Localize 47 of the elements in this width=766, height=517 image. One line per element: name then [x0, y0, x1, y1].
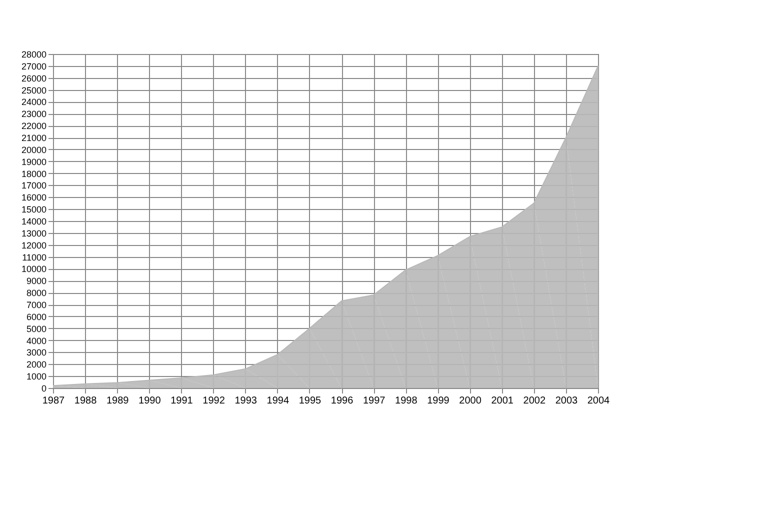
y-tick-label: 22000	[21, 121, 46, 132]
y-tick-label: 26000	[21, 73, 46, 84]
x-tick-label: 1988	[74, 396, 98, 406]
y-tick-label: 5000	[26, 324, 46, 334]
y-tick-label: 23000	[21, 109, 46, 120]
y-tick-label: 3000	[26, 348, 46, 358]
x-tick-label: 1994	[266, 396, 290, 406]
y-tick-label: 7000	[26, 300, 46, 310]
y-tick-label: 24000	[21, 97, 46, 108]
x-tick-label: 1991	[170, 396, 194, 406]
x-tick-label: 2001	[491, 396, 514, 406]
y-tick-label: 27000	[21, 61, 46, 72]
y-tick-label: 9000	[26, 276, 46, 286]
y-tick-label: 14000	[21, 216, 46, 226]
x-tick-label: 2002	[523, 396, 546, 406]
x-tick-label: 1990	[138, 396, 162, 406]
y-tick-label: 2000	[26, 360, 46, 370]
x-tick-label: 1997	[362, 396, 386, 406]
y-tick-label: 20000	[21, 144, 46, 155]
x-tick-label: 2003	[555, 396, 578, 406]
y-tick-label: 15000	[21, 204, 46, 215]
x-tick-label: 2000	[459, 396, 482, 406]
x-tick-label: 1999	[427, 396, 450, 406]
y-tick-label: 12000	[21, 240, 46, 250]
y-tick-label: 0	[41, 384, 46, 394]
x-tick-label: 1993	[234, 396, 258, 406]
x-tick-label: 1998	[395, 396, 418, 406]
y-tick-label: 19000	[21, 156, 46, 167]
y-tick-label: 17000	[21, 180, 46, 191]
y-tick-label: 6000	[26, 312, 46, 322]
y-tick-label: 11000	[22, 252, 46, 262]
y-tick-label: 16000	[21, 192, 46, 203]
y-tick-label: 8000	[26, 288, 46, 298]
y-tick-label: 4000	[26, 336, 46, 346]
y-tick-label: 13000	[21, 228, 46, 238]
y-tick-label: 25000	[21, 85, 46, 96]
x-tick-label: 2004	[587, 396, 610, 406]
x-tick-label: 1992	[202, 396, 226, 406]
x-tick-label: 1987	[42, 396, 66, 406]
y-tick-label: 21000	[21, 133, 46, 143]
x-tick-label: 1995	[298, 396, 322, 406]
x-tick-label: 1996	[330, 396, 354, 406]
y-tick-label: 18000	[21, 168, 46, 179]
y-tick-label: 10000	[21, 264, 46, 274]
x-tick-label: 1989	[106, 396, 130, 406]
y-tick-label: 28000	[21, 50, 46, 60]
y-tick-label: 1000	[26, 372, 46, 382]
